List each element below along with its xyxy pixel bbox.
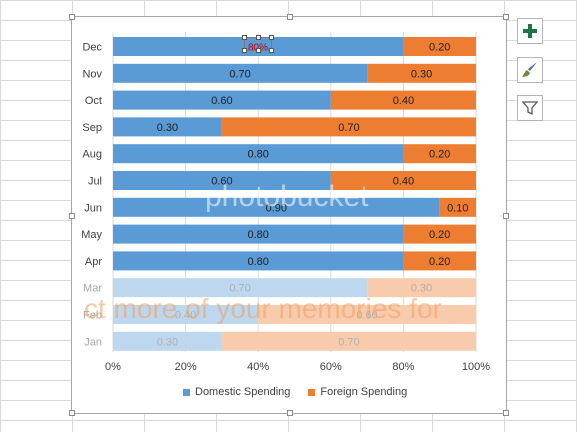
data-label[interactable]: 0.60 — [211, 176, 232, 188]
category-label: Dec — [82, 42, 102, 54]
bar-foreign[interactable] — [403, 251, 476, 271]
label-handle-bottom-left[interactable] — [242, 48, 247, 53]
resize-handle-top-left[interactable] — [69, 14, 75, 20]
bar-foreign[interactable] — [330, 90, 476, 110]
data-label[interactable]: 0.20 — [429, 42, 450, 54]
bar-domestic[interactable] — [113, 331, 222, 351]
data-label[interactable]: 0.30 — [157, 336, 178, 348]
data-label[interactable]: 0.80 — [247, 256, 268, 268]
value-axis[interactable]: 0% 20% 40% 60% 80% 100% — [105, 361, 490, 373]
resize-handle-left[interactable] — [69, 213, 75, 219]
bar-foreign[interactable] — [330, 171, 476, 190]
data-label[interactable]: 0.80 — [247, 229, 268, 241]
legend-label-foreign: Foreign Spending — [320, 386, 408, 398]
x-tick-label: 60% — [320, 361, 342, 373]
chart-styles-button[interactable] — [517, 57, 543, 83]
data-label[interactable]: 0.70 — [338, 336, 359, 348]
data-label[interactable]: 0.30 — [411, 68, 432, 80]
data-label[interactable]: 0.40 — [175, 310, 196, 322]
x-tick-label: 20% — [175, 361, 197, 373]
resize-handle-bottom-left[interactable] — [69, 410, 75, 416]
legend-swatch-domestic — [183, 388, 190, 396]
data-label[interactable]: 0.20 — [429, 149, 450, 161]
data-label[interactable]: 0.20 — [429, 229, 450, 241]
x-tick-label: 0% — [105, 361, 121, 373]
bar-domestic[interactable] — [113, 144, 404, 164]
resize-handle-top[interactable] — [287, 14, 293, 20]
label-handle-bottom-right[interactable] — [269, 48, 274, 53]
bar-domestic[interactable] — [113, 90, 331, 110]
data-label[interactable]: 0.60 — [356, 310, 377, 322]
category-label: Aug — [82, 149, 102, 161]
data-label[interactable]: 0.30 — [411, 283, 432, 295]
bar-foreign[interactable] — [221, 331, 476, 351]
data-label[interactable]: 0.40 — [393, 95, 414, 107]
category-label: Jan — [84, 336, 102, 348]
data-label[interactable]: 0.60 — [211, 95, 232, 107]
category-label: Oct — [85, 95, 102, 107]
label-handle-top-left[interactable] — [242, 35, 247, 40]
data-label[interactable]: 0.10 — [447, 202, 468, 214]
data-label[interactable]: 0.30 — [157, 122, 178, 134]
bar-foreign[interactable] — [403, 37, 476, 56]
category-label: Jul — [88, 176, 102, 188]
chart-legend[interactable]: Domestic Spending Foreign Spending — [183, 386, 407, 398]
bar-domestic[interactable] — [113, 197, 440, 217]
bar-domestic[interactable] — [113, 278, 368, 298]
gridlines — [112, 32, 477, 352]
legend-item-domestic[interactable]: Domestic Spending — [183, 386, 290, 398]
label-handle-top-right[interactable] — [269, 35, 274, 40]
category-axis[interactable]: Dec Nov Oct Sep Aug Jul Jun May Apr Mar Feb Jan — [81, 42, 102, 349]
x-tick-label: 40% — [247, 361, 269, 373]
label-handle-top[interactable] — [256, 35, 261, 40]
bar-domestic[interactable] — [113, 224, 404, 244]
resize-handle-bottom[interactable] — [287, 410, 293, 416]
data-label[interactable]: 0.20 — [429, 256, 450, 268]
data-label[interactable]: 0.40 — [393, 176, 414, 188]
bar-domestic[interactable] — [113, 251, 404, 271]
bar-foreign[interactable] — [367, 278, 476, 298]
x-tick-label: 100% — [462, 361, 490, 373]
resize-handle-bottom-right[interactable] — [503, 410, 509, 416]
data-label[interactable]: 0.70 — [229, 283, 250, 295]
bar-domestic[interactable] — [113, 171, 331, 190]
bar-foreign[interactable] — [403, 224, 476, 244]
bar-domestic[interactable] — [113, 63, 368, 83]
data-label[interactable]: 0.70 — [338, 122, 359, 134]
bar-domestic[interactable] — [113, 305, 259, 324]
category-label: Jun — [84, 202, 102, 214]
resize-handle-right[interactable] — [503, 213, 509, 219]
data-label[interactable]: 0.90 — [266, 202, 287, 214]
data-label[interactable]: 0.70 — [229, 68, 250, 80]
funnel-icon — [522, 101, 538, 116]
legend-item-foreign[interactable]: Foreign Spending — [308, 386, 407, 398]
x-tick-label: 80% — [392, 361, 414, 373]
plot-area[interactable]: 0.2080%0.700.300.600.400.300.700.800.200… — [113, 37, 476, 351]
category-label: Feb — [83, 310, 102, 322]
chart-filters-button[interactable] — [517, 95, 543, 121]
category-label: Nov — [82, 68, 102, 80]
legend-swatch-foreign — [308, 388, 316, 396]
plus-icon — [523, 24, 537, 38]
bar-foreign[interactable] — [403, 144, 476, 164]
label-handle-bottom[interactable] — [256, 48, 261, 53]
category-label: Sep — [82, 122, 102, 134]
brush-icon — [522, 62, 537, 77]
category-label: Mar — [83, 283, 102, 295]
bar-foreign[interactable] — [258, 305, 476, 324]
resize-handle-top-right[interactable] — [503, 14, 509, 20]
category-label: Apr — [85, 256, 102, 268]
bar-foreign[interactable] — [221, 117, 476, 137]
bar-domestic[interactable] — [113, 117, 222, 137]
chart-elements-button[interactable] — [517, 18, 543, 44]
bar-domestic[interactable] — [113, 37, 404, 56]
category-label: May — [81, 229, 102, 241]
legend-label-domestic: Domestic Spending — [195, 386, 291, 398]
bar-foreign[interactable] — [439, 197, 476, 217]
bar-foreign[interactable] — [367, 63, 476, 83]
selected-data-label-box[interactable] — [242, 35, 274, 53]
data-label[interactable]: 0.80 — [247, 149, 268, 161]
